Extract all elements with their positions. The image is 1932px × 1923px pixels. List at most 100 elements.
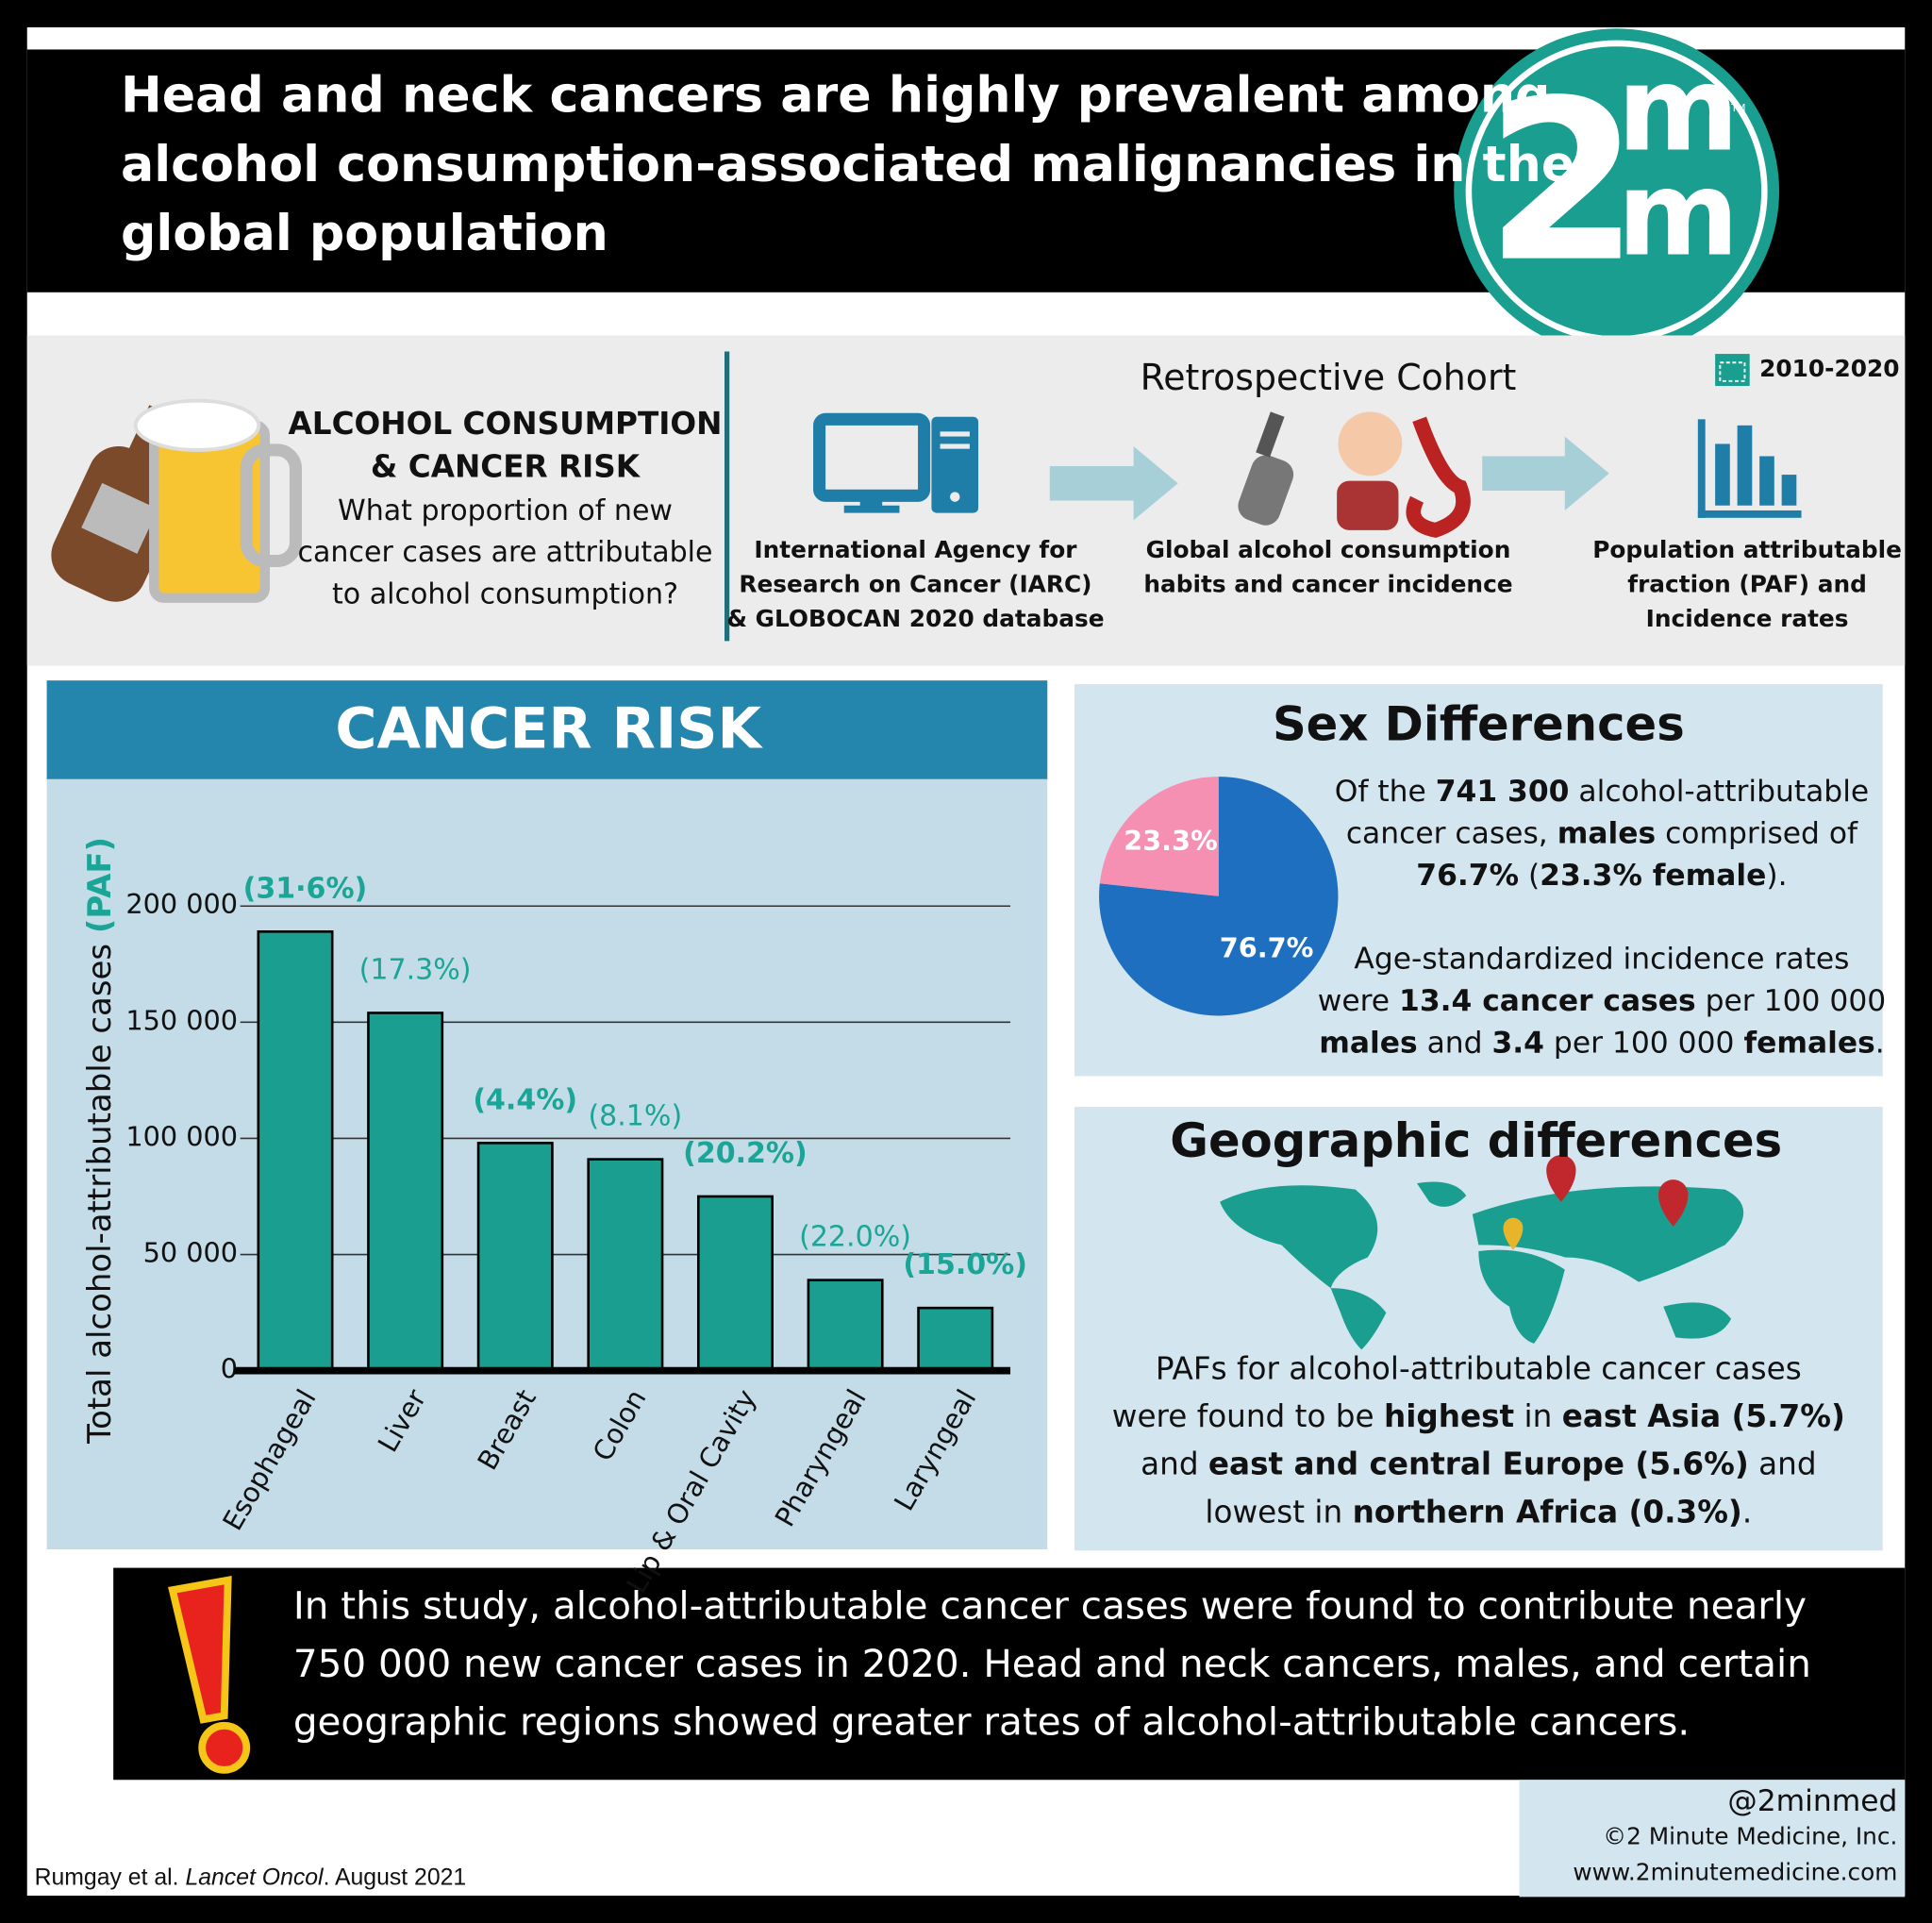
paf-label: (15.0%) [903,1248,1027,1281]
conclusion-band [113,1567,1906,1781]
sex-text-line: Age-standardized incidence rates [1354,943,1849,977]
question-line: What proportion of new [338,494,673,527]
sex-text-line: were 13.4 cancer cases per 100 000 [1318,984,1887,1018]
step-line: Research on Cancer (IARC) [739,571,1091,598]
paf-label: (4.4%) [473,1083,577,1116]
step-line: Incidence rates [1646,605,1849,632]
calendar-icon [1715,354,1750,387]
logo-letter: m [1617,146,1739,282]
bold-run: 741 300 [1436,775,1570,809]
title-line: Head and neck cancers are highly prevale… [121,68,1550,125]
logo: 2 m m TM [1454,28,1780,355]
geo-line: and east and central Europe (5.6%) and [1141,1446,1816,1482]
step-line: Global alcohol consumption [1146,536,1511,563]
geo-title: Geographic differences [1170,1113,1782,1168]
geo-line: PAFs for alcohol-attributable cancer cas… [1156,1351,1802,1387]
text-run: Of the [1335,775,1436,809]
text-run: and [1418,1027,1492,1061]
bold-run: 23.3% female [1540,859,1766,893]
conclusion-line: In this study, alcohol-attributable canc… [293,1583,1807,1629]
design-label: Retrospective Cohort [1141,357,1517,398]
paf-label: (8.1%) [588,1100,682,1133]
y-axis-note: (PAF) [81,837,119,933]
text-run: ). [1766,859,1787,893]
arrow [1049,446,1178,521]
bar [917,1306,994,1372]
pie-label: 23.3% [1124,825,1218,857]
text-run: ( [1519,859,1540,893]
bar [476,1142,554,1372]
y-tick-label: 0 [221,1353,238,1385]
step-line: Population attributable [1592,536,1902,563]
text-run: . [1875,1027,1885,1061]
logo-mark: TM [1730,103,1745,114]
step-line: & GLOBOCAN 2020 database [726,605,1104,632]
pie-slice [1099,777,1219,896]
cancer-risk-panel [46,680,1048,1550]
footer-box [1519,1780,1906,1898]
bar [696,1195,774,1372]
bold-run: males [1557,816,1656,850]
y-tick-label: 150 000 [125,1004,238,1036]
bold-run: 13.4 cancer cases [1399,984,1696,1018]
bar [367,1012,444,1372]
text-run: were found to be [1112,1398,1384,1434]
title-line: global population [121,206,608,262]
chart-title: Sex Differences [1273,696,1685,751]
footer-handle: @2minmed [1727,1784,1897,1818]
y-axis-text: Total alcohol-attributable cases [81,933,119,1445]
bar [257,930,334,1372]
y-axis-label: Total alcohol-attributable cases (PAF) [81,837,119,1445]
paf-label: (22.0%) [799,1221,911,1254]
text-run: per 100 000 [1544,1027,1743,1061]
citation-authors: Rumgay et al. [35,1864,186,1890]
step-line: fraction (PAF) and [1627,571,1867,598]
bold-run: males [1319,1027,1417,1061]
computer-icon [813,412,979,513]
period-label: 2010-2020 [1759,355,1899,382]
question-line: cancer cases are attributable [298,536,713,569]
text-run: comprised of [1656,816,1858,850]
text-run: PAFs for alcohol-attributable cancer cas… [1156,1351,1802,1387]
text-run: . [1742,1494,1752,1530]
chart-title: CANCER RISK [335,696,763,762]
text-run: were [1318,984,1399,1018]
sex-text-line: Of the 741 300 alcohol-attributable [1335,775,1869,809]
text-run: cancer cases, [1346,816,1557,850]
citation-date: . August 2021 [324,1864,467,1890]
bold-run: highest [1384,1398,1514,1434]
drinks-icon [51,398,302,603]
sex-text-line: 76.7% (23.3% female). [1416,859,1787,893]
bold-run: females [1743,1027,1874,1061]
text-run: alcohol-attributable [1569,775,1869,809]
y-tick-label: 200 000 [125,888,238,920]
world-map [1220,1155,1744,1350]
logo-digit: 2 [1485,54,1640,311]
geo-line: lowest in northern Africa (0.3%). [1205,1494,1752,1530]
bar [587,1158,664,1372]
bold-run: 76.7% [1416,859,1519,893]
footer-url: www.2minutemedicine.com [1573,1859,1897,1886]
text-run: in [1514,1398,1562,1434]
text-run: lowest in [1205,1494,1352,1530]
alert-icon [168,1575,251,1774]
logo-letter: m [1617,42,1739,177]
step-line: habits and cancer incidence [1143,571,1512,598]
text-run: and [1749,1446,1817,1482]
geo-panel [1074,1107,1883,1551]
paf-label: (31·6%) [243,872,368,905]
panel-header [46,680,1048,779]
bar-icon [1697,419,1802,518]
y-tick-label: 50 000 [143,1237,239,1269]
pie-label: 76.7% [1220,931,1314,963]
text-run: per 100 000 [1696,984,1887,1018]
paf-label: (20.2%) [683,1137,808,1170]
title-line: alcohol consumption-associated malignanc… [121,137,1574,193]
text-run: and [1141,1446,1208,1482]
sex-text-line: cancer cases, males comprised of [1346,816,1858,850]
organs-icon [1238,411,1471,538]
step-line: International Agency for [754,536,1077,563]
y-tick-label: 100 000 [125,1120,238,1152]
